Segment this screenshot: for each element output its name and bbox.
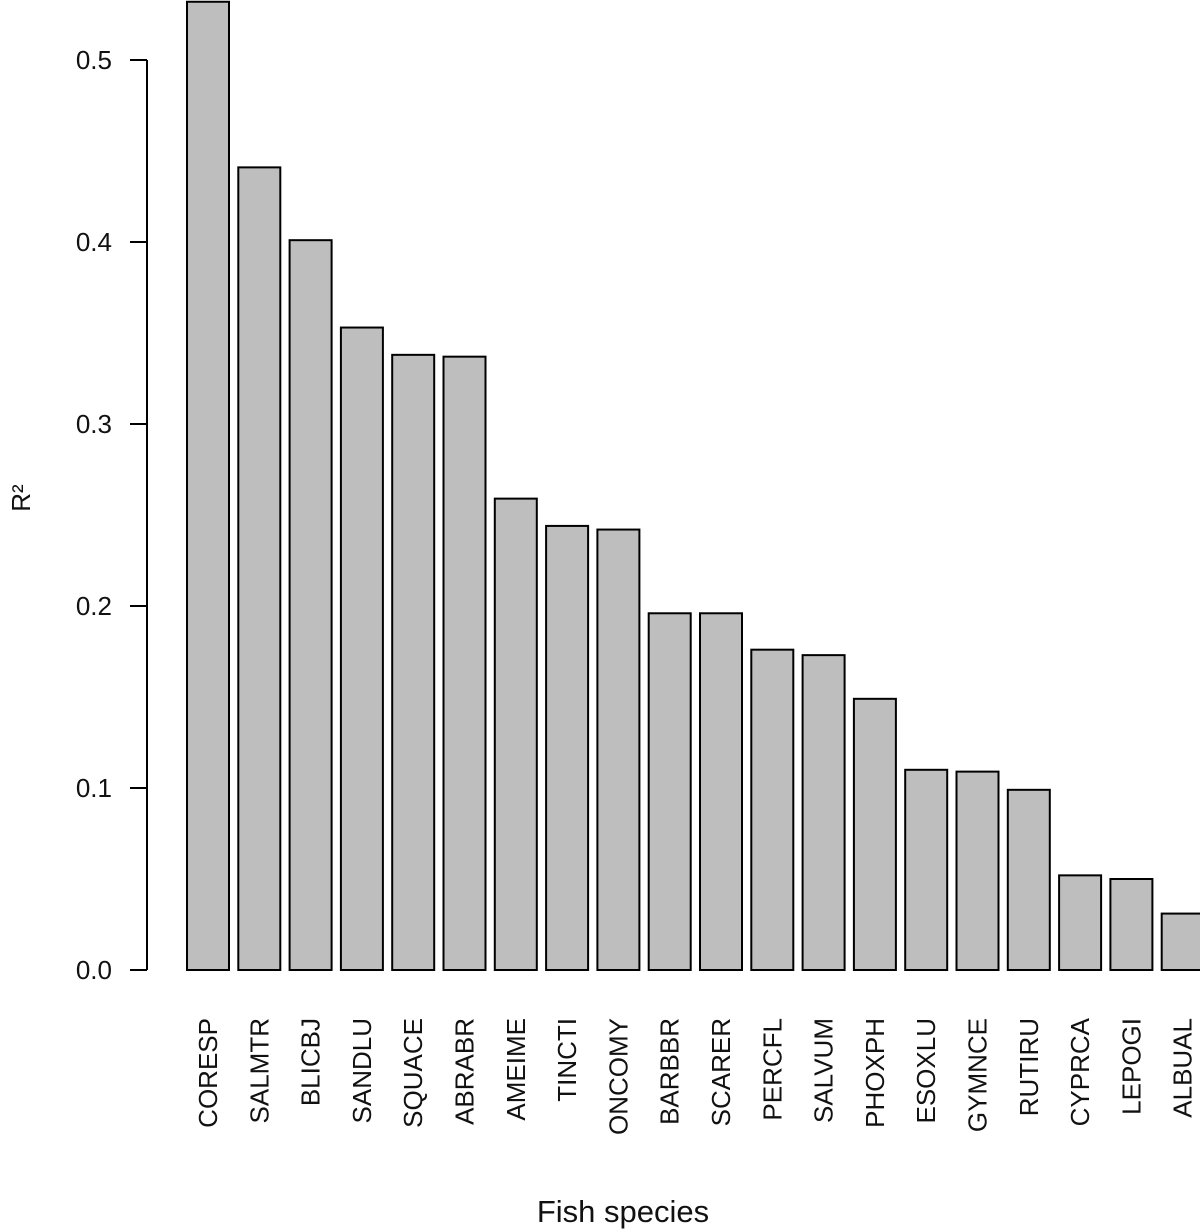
bar-barbbr bbox=[647, 612, 692, 972]
y-tick-label: 0.1 bbox=[76, 773, 112, 803]
bar-cyprca bbox=[1058, 874, 1103, 971]
x-category-label: BARBBR bbox=[655, 1018, 685, 1125]
x-category-label: AMEIME bbox=[501, 1018, 531, 1121]
bar-lepogi bbox=[1109, 878, 1154, 971]
y-tick-label: 0.2 bbox=[76, 591, 112, 621]
bar-coresp bbox=[186, 0, 230, 971]
bar-phoxph bbox=[852, 697, 897, 971]
x-category-label: ALBUAL bbox=[1168, 1018, 1198, 1118]
bar-ameime bbox=[493, 497, 538, 971]
bar-salvum bbox=[801, 654, 846, 971]
x-category-label: SANDLU bbox=[347, 1018, 377, 1123]
bar-rutiru bbox=[1006, 788, 1051, 971]
y-tick-label: 0.4 bbox=[76, 227, 112, 257]
x-category-label: PERCFL bbox=[757, 1018, 787, 1121]
x-category-label: ESOXLU bbox=[911, 1018, 941, 1124]
bar-salmtr bbox=[237, 166, 282, 971]
bar-gymnce bbox=[955, 770, 1000, 971]
x-category-label: GYMNCE bbox=[963, 1018, 993, 1132]
x-category-label: CYPRCA bbox=[1065, 1017, 1095, 1126]
x-category-label: SALMTR bbox=[244, 1018, 274, 1123]
bar-abrabr bbox=[442, 355, 487, 972]
x-category-label: LEPOGI bbox=[1116, 1018, 1146, 1115]
bar-squace bbox=[391, 353, 436, 971]
bar-albual bbox=[1160, 912, 1200, 972]
bars bbox=[186, 0, 1200, 972]
y-tick-label: 0.0 bbox=[76, 955, 112, 985]
bar-oncomy bbox=[596, 528, 641, 971]
bar-percfl bbox=[750, 648, 795, 971]
x-category-label: CORESP bbox=[193, 1018, 223, 1128]
y-tick-label: 0.5 bbox=[76, 45, 112, 75]
bar-scarer bbox=[699, 612, 743, 972]
x-category-label: PHOXPH bbox=[860, 1018, 890, 1128]
y-tick-label: 0.3 bbox=[76, 409, 112, 439]
x-category-label: ABRABR bbox=[450, 1018, 480, 1125]
x-category-label: ONCOMY bbox=[603, 1018, 633, 1135]
x-category-label: BLICBJ bbox=[296, 1018, 326, 1106]
x-axis-title: Fish species bbox=[537, 1194, 709, 1229]
x-category-label: RUTIRU bbox=[1014, 1018, 1044, 1116]
x-category-label: SCARER bbox=[706, 1018, 736, 1126]
y-axis: 0.0 0.1 0.2 0.3 0.4 0.5 bbox=[76, 45, 148, 985]
x-category-label: SALVUM bbox=[809, 1018, 839, 1123]
bar-tincti bbox=[545, 524, 590, 971]
bar-sandlu bbox=[339, 326, 384, 972]
bar-blicbj bbox=[288, 239, 333, 971]
x-category-label: TINCTI bbox=[552, 1018, 582, 1102]
x-category-label: SQUACE bbox=[398, 1018, 428, 1128]
y-axis-title: R² bbox=[6, 484, 36, 512]
bar-esoxlu bbox=[904, 768, 949, 971]
x-category-labels: CORESP SALMTR BLICBJ SANDLU SQUACE ABRABR AMEI… bbox=[193, 1017, 1198, 1135]
